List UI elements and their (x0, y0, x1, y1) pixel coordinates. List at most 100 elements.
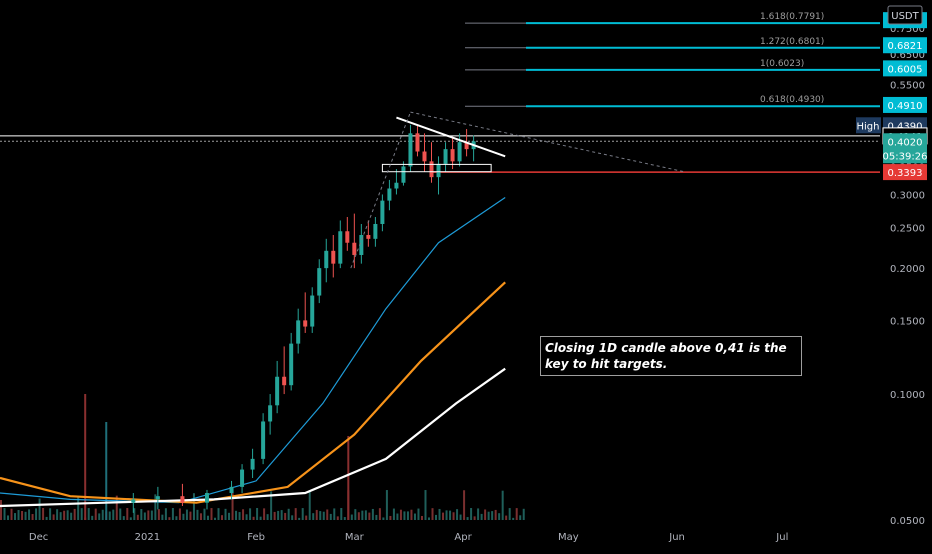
y-tick-label: 0.7500 (890, 24, 925, 35)
volume-bars (0, 394, 525, 520)
volume-bar (63, 510, 66, 520)
candle-body (450, 149, 455, 162)
volume-bar (361, 510, 364, 520)
y-tick-label: 0.3000 (890, 190, 925, 201)
volume-bar (322, 511, 325, 520)
volume-bar (477, 508, 480, 520)
volume-bar (112, 509, 115, 520)
volume-bar (35, 508, 38, 520)
price-label-text: 0.6821 (888, 41, 923, 52)
dashed-diagonal (410, 111, 685, 173)
price-label-text: 0.4910 (888, 101, 923, 112)
volume-bar (3, 508, 6, 520)
volume-bar (242, 509, 245, 520)
candle-body (366, 235, 371, 239)
volume-bar (252, 516, 255, 520)
volume-bar (150, 510, 153, 520)
candle-body (289, 343, 294, 386)
y-tick-label: 0.2500 (890, 224, 925, 235)
volume-bar (192, 493, 195, 520)
y-tick-label: 0.5500 (890, 80, 925, 91)
currency-box[interactable] (887, 5, 923, 25)
volume-bar (435, 514, 438, 520)
candle-body (429, 161, 434, 178)
volume-bar (122, 516, 125, 520)
candlesticks (131, 124, 476, 513)
fib-label-1: 1.272(0.6801) (760, 37, 824, 47)
volume-bar (298, 517, 301, 520)
volume-bar (238, 512, 241, 520)
volume-bar (336, 516, 339, 520)
volume-bar (28, 509, 31, 520)
volume-bar (417, 508, 420, 520)
volume-bar (17, 510, 20, 520)
volume-bar (266, 514, 269, 520)
volume-bar (70, 512, 73, 520)
volume-bar (396, 513, 399, 520)
volume-bar (284, 512, 287, 520)
volume-bar (438, 508, 441, 520)
volume-bar (340, 508, 343, 520)
volume-bar (66, 510, 69, 520)
volume-bar (382, 517, 385, 520)
volume-bar (371, 508, 374, 520)
candle-body (310, 295, 315, 327)
volume-bar (217, 508, 220, 520)
volume-bar (154, 494, 157, 520)
volume-bar (354, 509, 357, 520)
price-label-text: 0.6005 (888, 64, 923, 75)
volume-bar (424, 490, 427, 520)
candle-body (324, 250, 329, 269)
price-label-box (883, 37, 927, 54)
candle-body (352, 242, 357, 255)
volume-bar (270, 491, 273, 520)
annotation-callout[interactable]: Closing 1D candle above 0,41 is the key … (540, 336, 802, 376)
fibonacci-levels: 1.618(0.7791) 1.272(0.6801) 1(0.6023) 0.618… (465, 12, 880, 108)
candle-body (268, 405, 273, 422)
volume-bar (245, 514, 248, 520)
volume-bar (147, 510, 150, 520)
volume-bar (291, 515, 294, 520)
volume-bar (491, 511, 494, 520)
y-tick-label: 0.6500 (890, 50, 925, 61)
volume-bar (164, 508, 167, 520)
trendline (396, 116, 506, 158)
x-tick-label: Dec (29, 532, 48, 543)
volume-bar (235, 510, 238, 520)
candle-body (155, 496, 160, 500)
volume-spike-0 (84, 394, 87, 520)
volume-bar (182, 513, 185, 520)
volume-bar (38, 498, 41, 520)
volume-bar (389, 515, 392, 520)
volume-bar (0, 500, 2, 520)
candle-body (303, 320, 308, 327)
volume-bar (256, 508, 259, 520)
volume-bar (77, 497, 80, 520)
y-tick-label: 0.0500 (890, 516, 925, 527)
candle-body (338, 231, 343, 264)
volume-bar (480, 513, 483, 520)
volume-bar (452, 512, 455, 520)
y-tick-label: 0.1000 (890, 390, 925, 401)
volume-bar (161, 514, 164, 520)
volume-bar (203, 508, 206, 520)
volume-bar (214, 517, 216, 520)
time-axis[interactable]: Dec 2021 Feb Mar Apr May Jun Jul (29, 532, 788, 543)
volume-bar (508, 508, 511, 520)
x-tick-label: 2021 (135, 532, 160, 543)
candle-body (131, 499, 136, 503)
volume-bar (403, 511, 406, 520)
volume-bar (470, 508, 473, 520)
volume-bar (515, 508, 518, 520)
fib-label-0: 1.618(0.7791) (760, 12, 824, 22)
volume-bar (442, 512, 445, 520)
volume-bar (7, 515, 10, 520)
volume-bar (10, 508, 13, 520)
volume-bar (466, 517, 469, 520)
volume-bar (287, 508, 290, 520)
volume-bar (410, 509, 413, 520)
high-tag-box (856, 117, 881, 134)
volume-bar (231, 492, 234, 520)
volume-bar (259, 516, 262, 520)
